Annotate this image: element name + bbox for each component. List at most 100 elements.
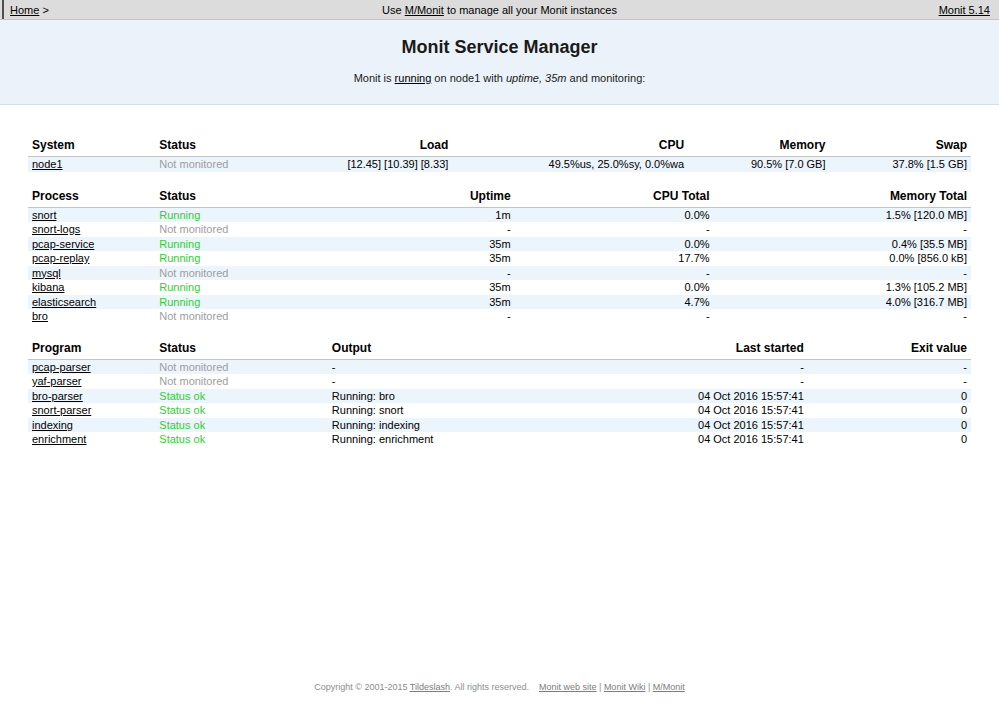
status-cell: Running [155, 280, 311, 295]
table-row-snort: snortRunning1m0.0%1.5% [120.0 MB] [28, 207, 971, 222]
memory-cell: - [714, 309, 971, 324]
column-header-program: Program [28, 339, 155, 360]
status-line-prefix: Monit is [354, 72, 395, 84]
column-header-status: Status [155, 187, 311, 208]
name-cell: snort [28, 207, 155, 222]
cpu-cell: - [515, 266, 714, 281]
table-row-bro-parser: bro-parserStatus okRunning: bro04 Oct 20… [28, 389, 971, 404]
monit-wiki-link[interactable]: Monit Wiki [604, 682, 646, 692]
table-row-yaf-parser: yaf-parserNot monitored--- [28, 374, 971, 389]
status-cell: Not monitored [155, 374, 328, 389]
status-cell: Status ok [155, 389, 328, 404]
service-link-mysql[interactable]: mysql [32, 267, 61, 279]
topbar-message-suffix: to manage all your Monit instances [444, 4, 617, 16]
system-table-header-row: SystemStatusLoadCPUMemorySwap [28, 136, 971, 157]
status-cell: Running [155, 295, 311, 310]
service-link-pcap-parser[interactable]: pcap-parser [32, 361, 91, 373]
table-row-pcap-replay: pcap-replayRunning35m17.7%0.0% [856.0 kB… [28, 251, 971, 266]
exit-value-cell: - [808, 374, 971, 389]
name-cell: yaf-parser [28, 374, 155, 389]
table-row-kibana: kibanaRunning35m0.0%1.3% [105.2 MB] [28, 280, 971, 295]
table-row-enrichment: enrichment Status okRunning: enrichment04… [28, 432, 971, 447]
cpu-cell: 4.7% [515, 295, 714, 310]
status-line-suffix: and monitoring: [566, 72, 645, 84]
output-cell: Running: snort [328, 403, 619, 418]
exit-value-cell: - [808, 359, 971, 374]
cpu-cell: 17.7% [515, 251, 714, 266]
uptime-cell: 35m [311, 280, 515, 295]
column-header-swap: Swap [830, 136, 971, 157]
service-link-snort-parser[interactable]: snort-parser [32, 404, 91, 416]
column-header-process: Process [28, 187, 155, 208]
home-link[interactable]: Home [10, 4, 39, 16]
status-cell: Status ok [155, 432, 328, 447]
page-title: Monit Service Manager [0, 20, 999, 58]
service-link-snort[interactable]: snort [32, 209, 56, 221]
topbar: Home > Use M/Monit to manage all your Mo… [0, 0, 999, 20]
service-link-elasticsearch[interactable]: elasticsearch [32, 296, 96, 308]
copyright-prefix: Copyright © 2001-2015 [314, 682, 410, 692]
service-link-pcap-service[interactable]: pcap-service [32, 238, 94, 250]
mmonit-link[interactable]: M/Monit [405, 4, 444, 16]
footer-links: Monit web site | Monit Wiki | M/Monit [539, 682, 685, 692]
uptime-cell: 35m [311, 251, 515, 266]
table-row-elasticsearch: elasticsearchRunning35m4.7%4.0% [316.7 M… [28, 295, 971, 310]
status-cell: Not monitored [155, 266, 311, 281]
table-row-node1: node1Not monitored[12.45] [10.39] [8.33]… [28, 157, 971, 172]
breadcrumb: Home > [10, 0, 49, 20]
exit-value-cell: 0 [808, 403, 971, 418]
cpu-cell: 0.0% [515, 207, 714, 222]
running-status-link[interactable]: running [395, 72, 432, 84]
memory-cell: 1.5% [120.0 MB] [714, 207, 971, 222]
copyright-suffix: . All rights reserved. [450, 682, 529, 692]
column-header-memory-total: Memory Total [714, 187, 971, 208]
column-header-last-started: Last started [619, 339, 808, 360]
name-cell: pcap-parser [28, 359, 155, 374]
service-link-node1[interactable]: node1 [32, 158, 63, 170]
name-cell: mysql [28, 266, 155, 281]
name-cell: node1 [28, 157, 155, 172]
monit-version-link[interactable]: Monit 5.14 [939, 4, 990, 16]
service-link-bro[interactable]: bro [32, 310, 48, 322]
uptime-cell: 35m [311, 237, 515, 252]
footer-separator: | [645, 682, 652, 692]
process-table: ProcessStatusUptimeCPU TotalMemory Total… [28, 187, 971, 324]
memory-cell: - [714, 266, 971, 281]
service-link-enrichment[interactable]: enrichment [32, 433, 86, 445]
copyright-text: Copyright © 2001-2015 Tildeslash. All ri… [314, 682, 529, 692]
service-link-pcap-replay[interactable]: pcap-replay [32, 252, 89, 264]
last-started-cell: 04 Oct 2016 15:57:41 [619, 389, 808, 404]
output-cell: Running: enrichment [328, 432, 619, 447]
name-cell: kibana [28, 280, 155, 295]
column-header-status: Status [155, 136, 311, 157]
exit-value-cell: 0 [808, 389, 971, 404]
table-row-mysql: mysqlNot monitored--- [28, 266, 971, 281]
service-link-kibana[interactable]: kibana [32, 281, 64, 293]
tildeslash-link[interactable]: Tildeslash [410, 682, 450, 692]
table-row-bro: broNot monitored--- [28, 309, 971, 324]
name-cell: snort-logs [28, 222, 155, 237]
status-cell: Running [155, 207, 311, 222]
column-header-status: Status [155, 339, 328, 360]
service-link-indexing[interactable]: indexing [32, 419, 73, 431]
topbar-message: Use M/Monit to manage all your Monit ins… [382, 4, 617, 16]
last-started-cell: 04 Oct 2016 15:57:41 [619, 432, 808, 447]
footer-mmonit-link[interactable]: M/Monit [653, 682, 685, 692]
name-cell: enrichment [28, 432, 155, 447]
column-header-cpu: CPU [452, 136, 688, 157]
monit-website-link[interactable]: Monit web site [539, 682, 597, 692]
status-cell: Status ok [155, 403, 328, 418]
name-cell: pcap-service [28, 237, 155, 252]
cpu-cell: - [515, 222, 714, 237]
name-cell: bro [28, 309, 155, 324]
process-table-header-row: ProcessStatusUptimeCPU TotalMemory Total [28, 187, 971, 208]
status-cell: Not monitored [155, 222, 311, 237]
main-content: SystemStatusLoadCPUMemorySwap node1Not m… [0, 105, 999, 447]
service-link-yaf-parser[interactable]: yaf-parser [32, 375, 82, 387]
topbar-message-prefix: Use [382, 4, 405, 16]
service-link-snort-logs[interactable]: snort-logs [32, 223, 80, 235]
status-line-middle: on node1 with [431, 72, 506, 84]
uptime-cell: - [311, 222, 515, 237]
service-link-bro-parser[interactable]: bro-parser [32, 390, 83, 402]
system-table: SystemStatusLoadCPUMemorySwap node1Not m… [28, 136, 971, 172]
